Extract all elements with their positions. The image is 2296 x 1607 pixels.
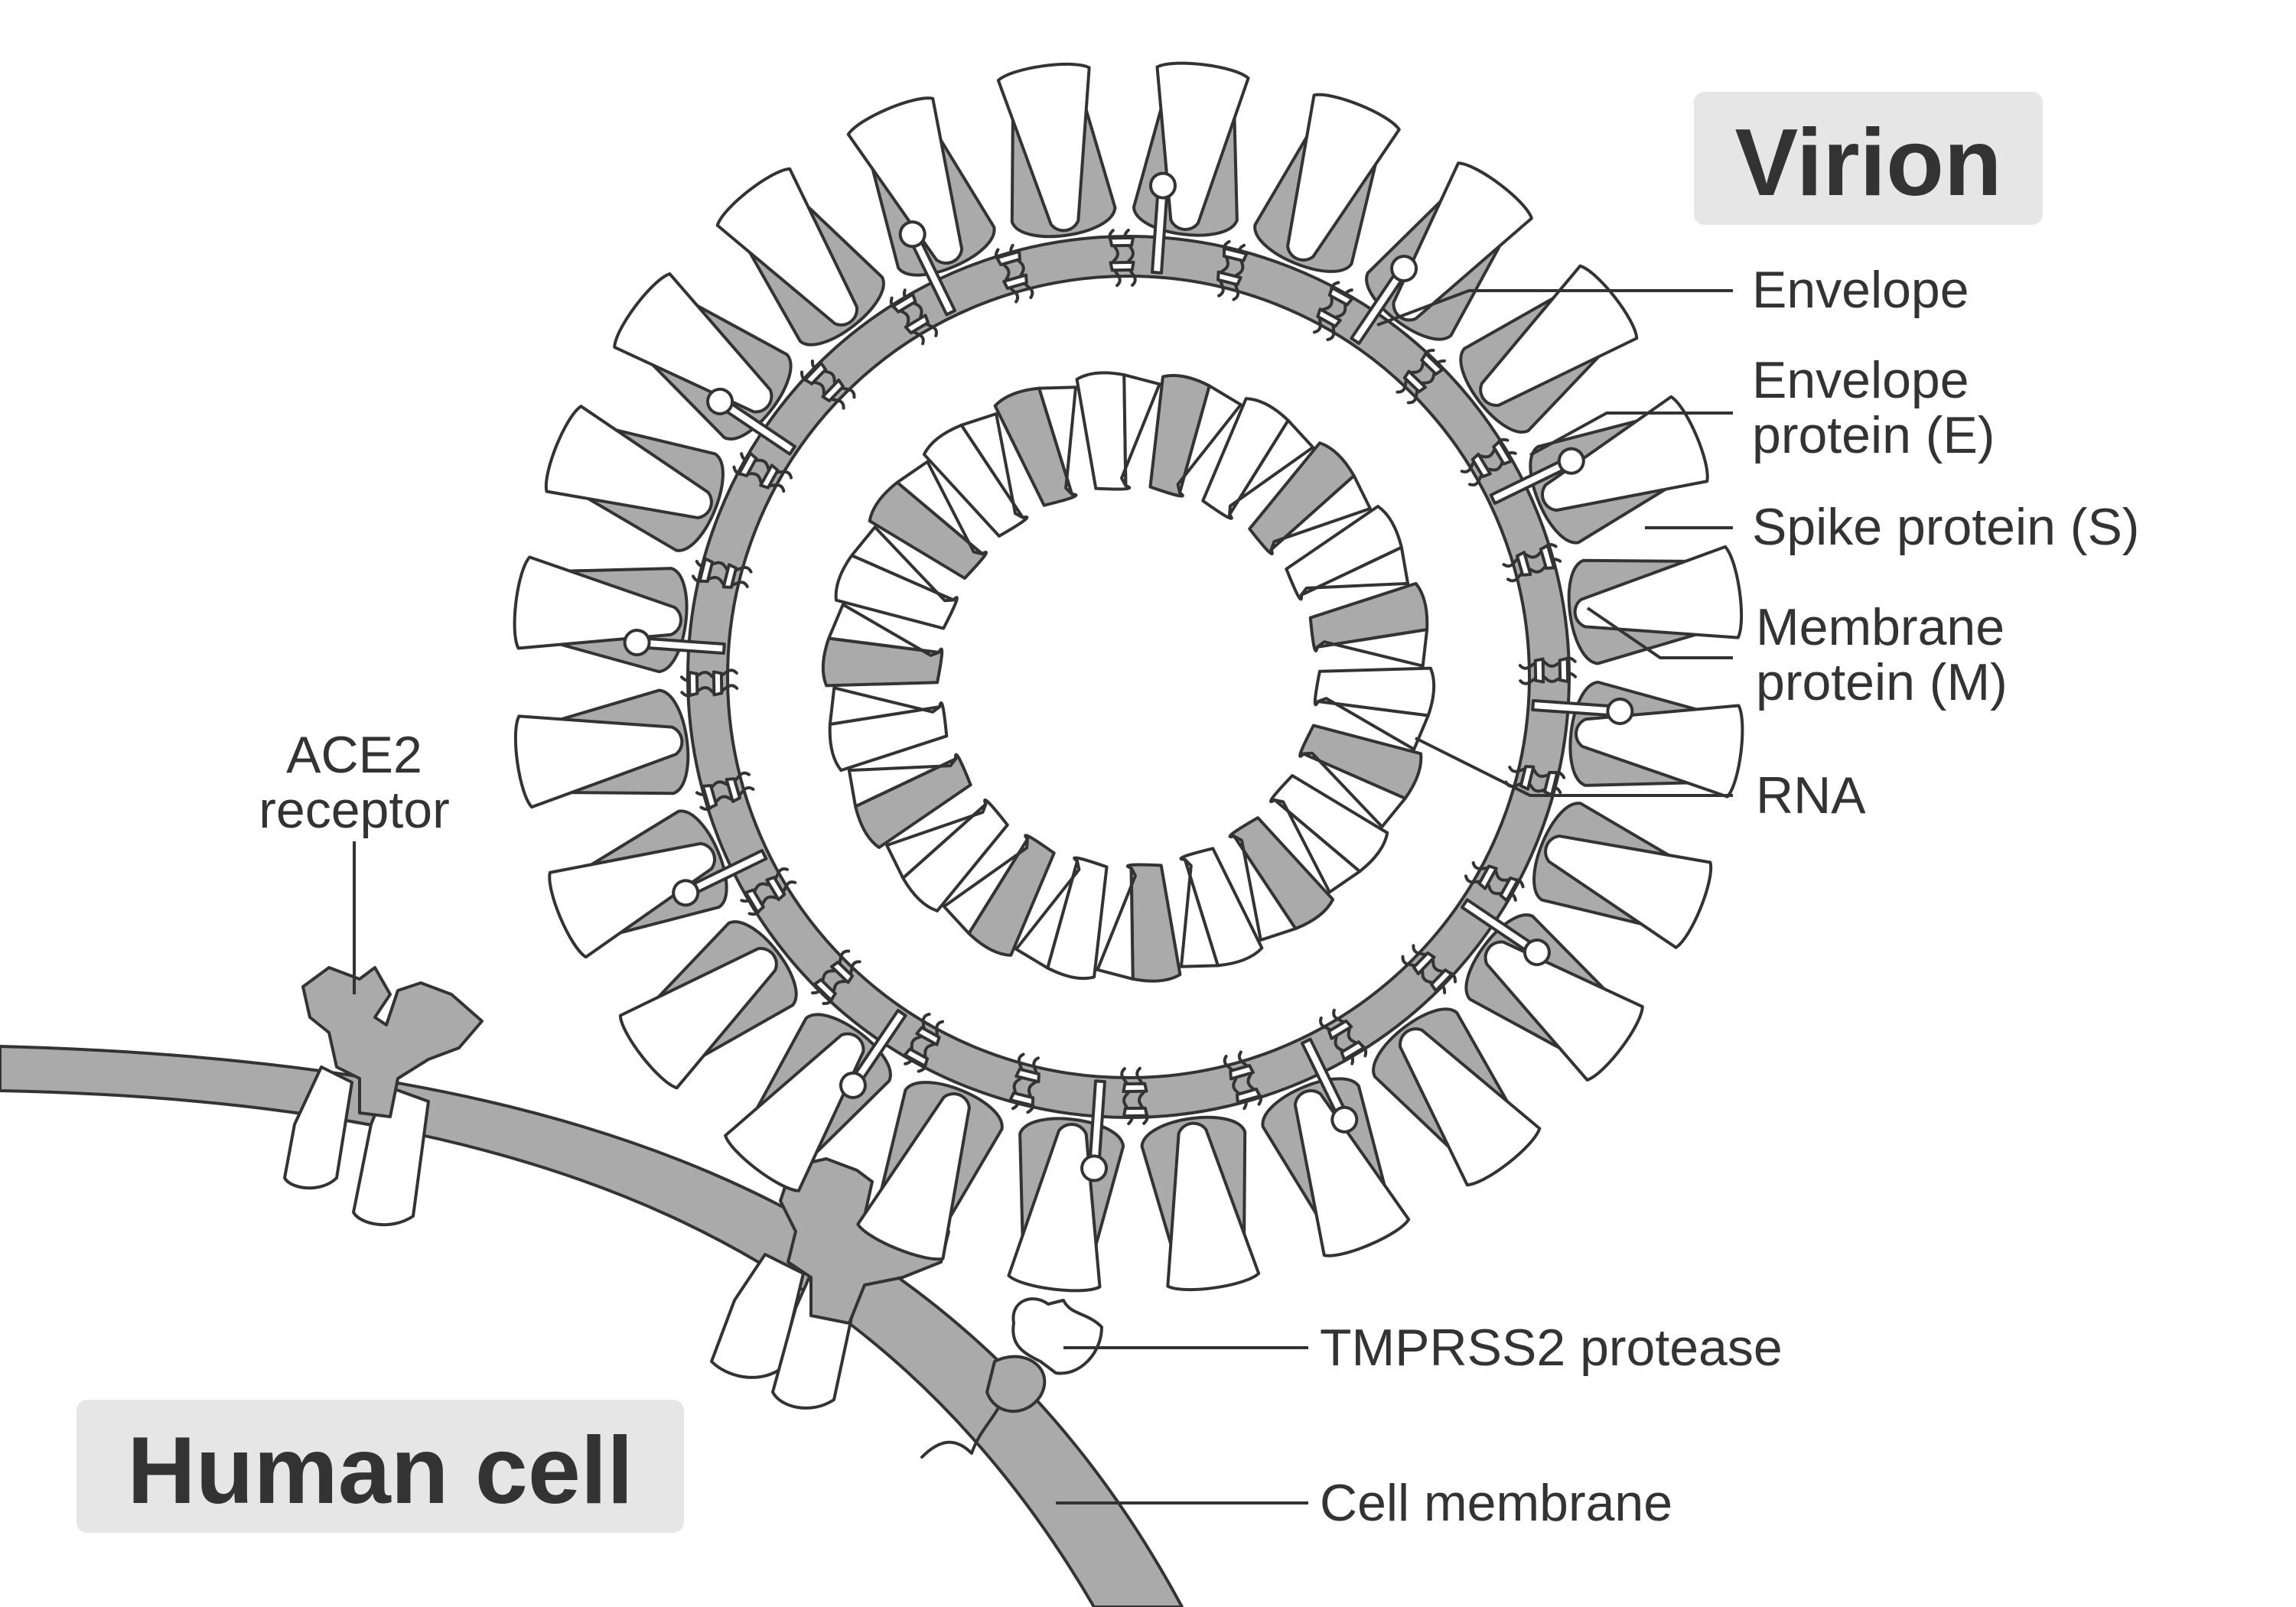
leader-envelope [1376, 289, 1733, 327]
rna-twist-20 [1176, 384, 1242, 495]
rna-twist-17 [959, 412, 1024, 519]
spike-protein-15 [847, 1069, 1011, 1270]
label-envelope-protein-line1: Envelope [1752, 351, 1969, 409]
rna-twist-18 [1037, 385, 1078, 496]
spike-protein-19 [508, 685, 696, 816]
rna-strand [821, 371, 1436, 983]
rna-twist-5 [1273, 798, 1362, 894]
leader-lines [353, 289, 1733, 1505]
virion-title-box: Virion [1694, 92, 2043, 225]
leader-envelope-protein [1529, 412, 1733, 457]
tmprss2-protease [920, 1297, 1103, 1459]
ace2-receptor-2 [710, 1157, 950, 1410]
human-cell-title: Human cell [127, 1418, 633, 1524]
rna-twist-8 [1096, 866, 1137, 981]
human-cell-title-box: Human cell [77, 1400, 684, 1533]
rna-loop-19 [1075, 371, 1132, 491]
rna-twist-9 [1014, 859, 1081, 970]
spike-protein-9 [1521, 794, 1722, 958]
label-membrane-protein-line1: Membrane [1756, 598, 2005, 656]
rna-twist-16 [895, 460, 984, 556]
label-envelope: Envelope [1752, 261, 1969, 319]
ace2-receptor-1 [283, 966, 484, 1227]
spike-protein-21 [535, 395, 736, 560]
cell-membrane [0, 1045, 1184, 1607]
rna-twist-14 [827, 603, 941, 657]
rna-twist-13 [828, 686, 942, 726]
rna-twist-6 [1233, 834, 1298, 942]
rna-twist-7 [1179, 857, 1220, 968]
rna-loop-8 [1125, 863, 1182, 983]
leader-rna [1415, 737, 1733, 797]
rna-twist-1 [1299, 545, 1410, 597]
label-membrane-protein-line2: protein (M) [1756, 653, 2008, 711]
spike-protein-1 [989, 57, 1120, 245]
spike-protein-2 [1129, 57, 1257, 242]
rna-twist-11 [885, 802, 988, 880]
label-spike-protein: Spike protein (S) [1752, 498, 2139, 556]
rna-twist-21 [1228, 418, 1315, 516]
rna-twist-22 [1269, 474, 1372, 551]
rna-twist-2 [1315, 628, 1429, 668]
rna-twist-15 [850, 525, 956, 603]
rna-twist-4 [1301, 751, 1407, 828]
label-tmprss2: TMPRSS2 protease [1320, 1319, 1783, 1377]
envelope-proteins [679, 228, 1578, 1126]
spike-protein-13 [1137, 1109, 1268, 1297]
rna-twist-10 [942, 838, 1029, 935]
spike-protein-7 [1561, 538, 1749, 668]
membrane-proteins [622, 171, 1635, 1183]
label-ace2-line1: ACE2 [286, 726, 422, 784]
label-rna: RNA [1756, 766, 1866, 825]
rna-twist-12 [847, 757, 958, 808]
label-envelope-protein-line2: protein (E) [1752, 406, 1995, 464]
label-cell-membrane: Cell membrane [1320, 1474, 1672, 1532]
rna-twist-19 [1120, 373, 1161, 488]
virion-title: Virion [1734, 110, 2001, 216]
spike-protein-3 [1246, 83, 1410, 285]
spike-protein-8 [1563, 678, 1749, 805]
spike-protein-20 [508, 548, 694, 676]
spike-protein-14 [1000, 1111, 1128, 1297]
label-ace2-line2: receptor [259, 781, 449, 839]
leader-membrane-protein [1586, 607, 1733, 659]
rna-twist-3 [1316, 697, 1430, 751]
